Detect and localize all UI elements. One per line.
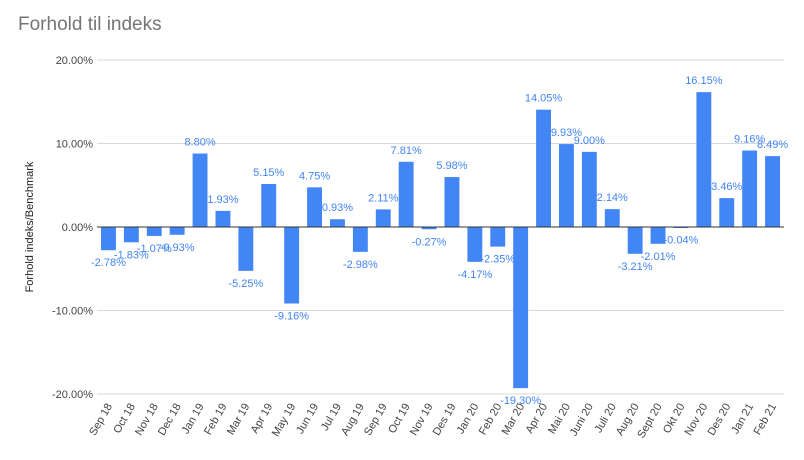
- bar: [123, 227, 139, 243]
- bar: [192, 153, 208, 227]
- bar: [719, 198, 735, 227]
- x-tick-label: Des 20: [706, 402, 734, 438]
- data-label: -3.21%: [618, 261, 653, 273]
- y-axis-label: Forhold indeks/Benchmark: [24, 161, 36, 292]
- bar: [421, 227, 437, 230]
- data-label: 5.15%: [253, 167, 284, 179]
- bar: [284, 227, 300, 304]
- x-tick-label: Sep 19: [362, 402, 390, 438]
- data-label: 2.11%: [368, 192, 399, 204]
- bar: [627, 227, 643, 254]
- bar: [101, 227, 116, 251]
- x-tick-label: Des 19: [431, 402, 459, 438]
- data-label: 7.81%: [391, 145, 422, 157]
- data-label: -2.78%: [91, 257, 126, 269]
- data-label: 2.14%: [597, 192, 628, 204]
- bar: [146, 227, 162, 236]
- x-tick-label: Jun 19: [294, 402, 321, 437]
- data-label: -4.17%: [457, 269, 492, 281]
- bar: [238, 227, 254, 271]
- data-label: 14.05%: [525, 93, 563, 105]
- bar: [398, 161, 414, 227]
- y-tick-label: 0.00%: [62, 222, 93, 234]
- data-label: -1.07%: [137, 243, 172, 255]
- data-label: 4.75%: [299, 170, 330, 182]
- bars: [101, 92, 780, 389]
- bar: [215, 210, 231, 227]
- bar: [604, 209, 620, 227]
- chart-title: Forhold til indeks: [18, 14, 162, 35]
- bar: [696, 92, 712, 228]
- data-label: 16.15%: [685, 75, 723, 87]
- bar: [444, 177, 460, 227]
- bar: [513, 227, 529, 389]
- bar: [375, 209, 391, 227]
- data-label: -2.35%: [480, 254, 515, 266]
- data-label: 0.93%: [322, 202, 353, 214]
- data-label: -9.16%: [274, 310, 309, 322]
- data-label: -0.04%: [664, 234, 699, 246]
- bar: [352, 227, 368, 252]
- bar: [765, 156, 780, 227]
- data-label: -2.98%: [343, 259, 378, 271]
- data-label: 8.49%: [757, 139, 788, 151]
- data-label: -0.27%: [412, 236, 447, 248]
- bar: [581, 151, 597, 227]
- data-labels: -2.78%-1.83%-1.07%-0.93% 8.80% 1.93% -5.25%…: [91, 75, 788, 407]
- data-label: -2.01%: [641, 251, 676, 263]
- x-tick-label: Feb 21: [752, 402, 780, 438]
- data-label: 9.16%: [734, 134, 765, 146]
- data-label: -19.30%: [500, 395, 541, 407]
- data-label: 9.00%: [574, 135, 605, 147]
- bar: [330, 219, 345, 227]
- y-tick-label: 10.00%: [56, 139, 94, 151]
- data-label: 3.46%: [711, 181, 742, 193]
- bar: [559, 144, 574, 227]
- bar: [169, 227, 185, 235]
- bar: [536, 109, 551, 227]
- bar: [261, 183, 277, 227]
- data-label: -1.83%: [114, 249, 149, 261]
- y-axis-ticks: 20.00% 10.00% 0.00% -10.00% -20.00%: [52, 55, 93, 401]
- bar: [650, 227, 666, 244]
- x-tick-label: Dec 18: [156, 402, 184, 438]
- x-tick-label: Mar 19: [225, 402, 253, 438]
- gridlines: [97, 59, 784, 395]
- data-label: -5.25%: [228, 278, 263, 290]
- bar: [467, 227, 483, 262]
- bar: [307, 187, 322, 227]
- data-label: -0.93%: [160, 242, 195, 254]
- y-tick-label: -10.00%: [52, 306, 93, 318]
- y-tick-label: 20.00%: [56, 55, 94, 67]
- data-label: 9.93%: [551, 127, 582, 139]
- data-label: 5.98%: [436, 160, 467, 172]
- data-label: 8.80%: [184, 137, 215, 149]
- x-tick-label: Sep 18: [87, 402, 115, 438]
- y-tick-label: -20.00%: [52, 389, 93, 401]
- data-label: 1.93%: [207, 194, 238, 206]
- bar: [742, 150, 758, 227]
- bar: [490, 227, 506, 247]
